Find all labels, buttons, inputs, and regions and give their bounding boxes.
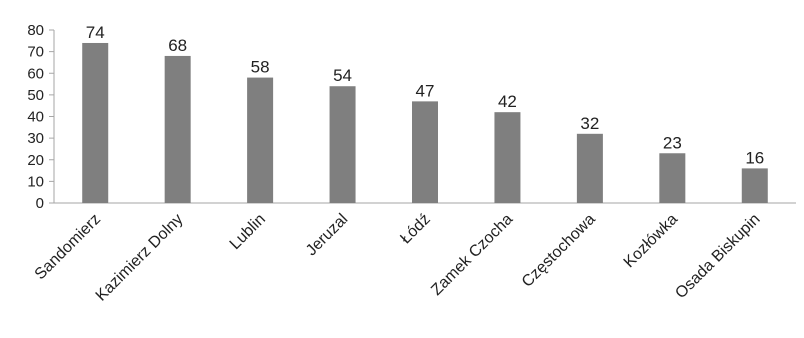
y-tick-label: 80: [27, 22, 44, 39]
x-category-label: Jeruzal: [303, 211, 351, 259]
x-category-label: Zamek Czocha: [428, 211, 516, 299]
bar: [329, 86, 356, 203]
bar: [164, 55, 191, 204]
x-category-label: Kozłówka: [621, 211, 682, 272]
x-category-label: Lublin: [227, 211, 269, 253]
bar-value-label: 23: [663, 133, 682, 152]
bar: [741, 168, 768, 203]
bar-value-label: 58: [251, 58, 270, 77]
y-tick-label: 30: [27, 130, 44, 147]
bar-value-label: 68: [168, 36, 187, 55]
x-category-label: Łódź: [397, 211, 434, 248]
x-category-label: Kazimierz Dolny: [93, 211, 187, 305]
x-category-label: Sandomierz: [32, 211, 104, 283]
y-tick-label: 20: [27, 152, 44, 169]
bar: [412, 101, 438, 203]
bar-value-label: 47: [416, 81, 435, 100]
bar: [494, 112, 521, 203]
y-tick-label: 0: [36, 195, 44, 212]
y-tick-label: 60: [27, 65, 44, 82]
y-axis-ticks: 0 10 20 30 40 50 60 70 80: [27, 22, 54, 212]
bar: [247, 77, 274, 203]
bar-value-label: 16: [745, 148, 764, 167]
y-tick-label: 10: [27, 173, 44, 190]
bar: [82, 42, 109, 203]
y-tick-label: 40: [27, 109, 44, 126]
bar-value-label: 74: [86, 23, 105, 42]
x-category-label: Częstochowa: [519, 211, 599, 291]
bar-value-label: 42: [498, 92, 517, 111]
bars: [82, 42, 768, 204]
bar: [576, 133, 603, 203]
bar-value-label: 54: [333, 66, 352, 85]
y-tick-label: 50: [27, 87, 44, 104]
value-labels: 74 68 58 54 47 42 32 23 16: [86, 23, 764, 167]
bar-value-label: 32: [580, 114, 599, 133]
y-tick-label: 70: [27, 44, 44, 61]
bar: [659, 153, 686, 203]
x-category-label: Osada Biskupin: [672, 211, 763, 302]
